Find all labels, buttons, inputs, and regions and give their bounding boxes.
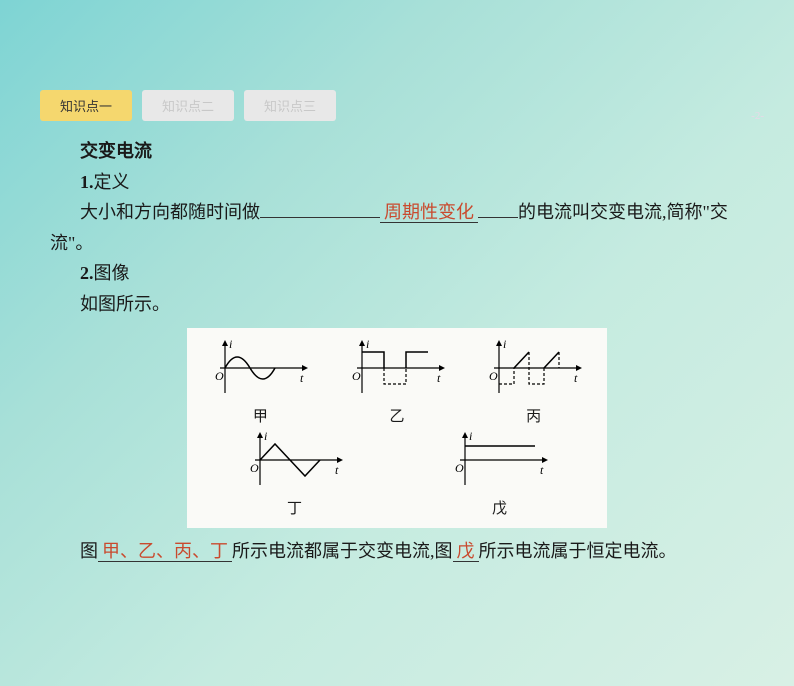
- svg-text:t: t: [300, 371, 304, 385]
- chart-yi: i t O 乙: [342, 338, 452, 431]
- blank-tail: [478, 217, 518, 218]
- img-num: 2.: [80, 263, 94, 283]
- img-label: 图像: [94, 263, 130, 283]
- label-bing: 丙: [526, 405, 541, 431]
- content-body: 交变电流 1.定义 大小和方向都随时间做周期性变化的电流叫交变电流,简称"交流"…: [50, 136, 744, 566]
- page-number: -2-: [751, 110, 764, 122]
- def-label: 定义: [94, 172, 130, 192]
- svg-text:t: t: [574, 371, 578, 385]
- conc-mid: 所示电流都属于交变电流,图: [232, 541, 453, 561]
- def-pre: 大小和方向都随时间做: [80, 202, 260, 222]
- tabs-row: 知识点一 知识点二 知识点三: [40, 90, 794, 121]
- tab-1[interactable]: 知识点一: [40, 90, 132, 121]
- diagrams-panel: i t O 甲 i t O 乙: [187, 328, 607, 528]
- constant-icon: i t O: [445, 430, 555, 495]
- def-num: 1.: [80, 172, 94, 192]
- tab-2[interactable]: 知识点二: [142, 90, 234, 121]
- conc-blank2: 戊: [453, 541, 479, 562]
- chart-wu: i t O 戊: [445, 430, 555, 523]
- chart-ding: i t O 丁: [240, 430, 350, 523]
- label-ding: 丁: [287, 497, 302, 523]
- diagrams-row-2: i t O 丁 i t O 戊: [192, 430, 602, 523]
- svg-text:i: i: [229, 338, 232, 351]
- svg-text:O: O: [250, 461, 259, 475]
- svg-text:i: i: [503, 338, 506, 351]
- svg-text:t: t: [437, 371, 441, 385]
- def-blank: 周期性变化: [380, 202, 478, 223]
- label-wu: 戊: [492, 497, 507, 523]
- conc-blank1: 甲、乙、丙、丁: [98, 541, 232, 562]
- svg-text:O: O: [215, 369, 224, 383]
- conclusion: 图甲、乙、丙、丁所示电流都属于交变电流,图戊所示电流属于恒定电流。: [50, 536, 744, 567]
- triangle-icon: i t O: [240, 430, 350, 495]
- svg-text:t: t: [540, 463, 544, 477]
- tab-3[interactable]: 知识点三: [244, 90, 336, 121]
- sine-icon: i t O: [205, 338, 315, 403]
- svg-text:O: O: [455, 461, 464, 475]
- definition-heading: 1.定义: [50, 167, 744, 198]
- sawtooth-icon: i t O: [479, 338, 589, 403]
- svg-text:t: t: [335, 463, 339, 477]
- img-text: 如图所示。: [50, 289, 744, 320]
- conc-post: 所示电流属于恒定电流。: [479, 541, 677, 561]
- image-heading: 2.图像: [50, 258, 744, 289]
- section-title: 交变电流: [80, 136, 744, 167]
- label-yi: 乙: [389, 405, 404, 431]
- svg-text:i: i: [366, 338, 369, 351]
- svg-text:i: i: [469, 430, 472, 443]
- diagrams-row-1: i t O 甲 i t O 乙: [192, 338, 602, 431]
- svg-text:O: O: [489, 369, 498, 383]
- svg-text:i: i: [264, 430, 267, 443]
- chart-jia: i t O 甲: [205, 338, 315, 431]
- square-icon: i t O: [342, 338, 452, 403]
- label-jia: 甲: [253, 405, 268, 431]
- conc-pre: 图: [80, 541, 98, 561]
- definition-para: 大小和方向都随时间做周期性变化的电流叫交变电流,简称"交流"。: [50, 197, 744, 258]
- svg-text:O: O: [352, 369, 361, 383]
- blank-lead: [260, 217, 380, 218]
- chart-bing: i t O 丙: [479, 338, 589, 431]
